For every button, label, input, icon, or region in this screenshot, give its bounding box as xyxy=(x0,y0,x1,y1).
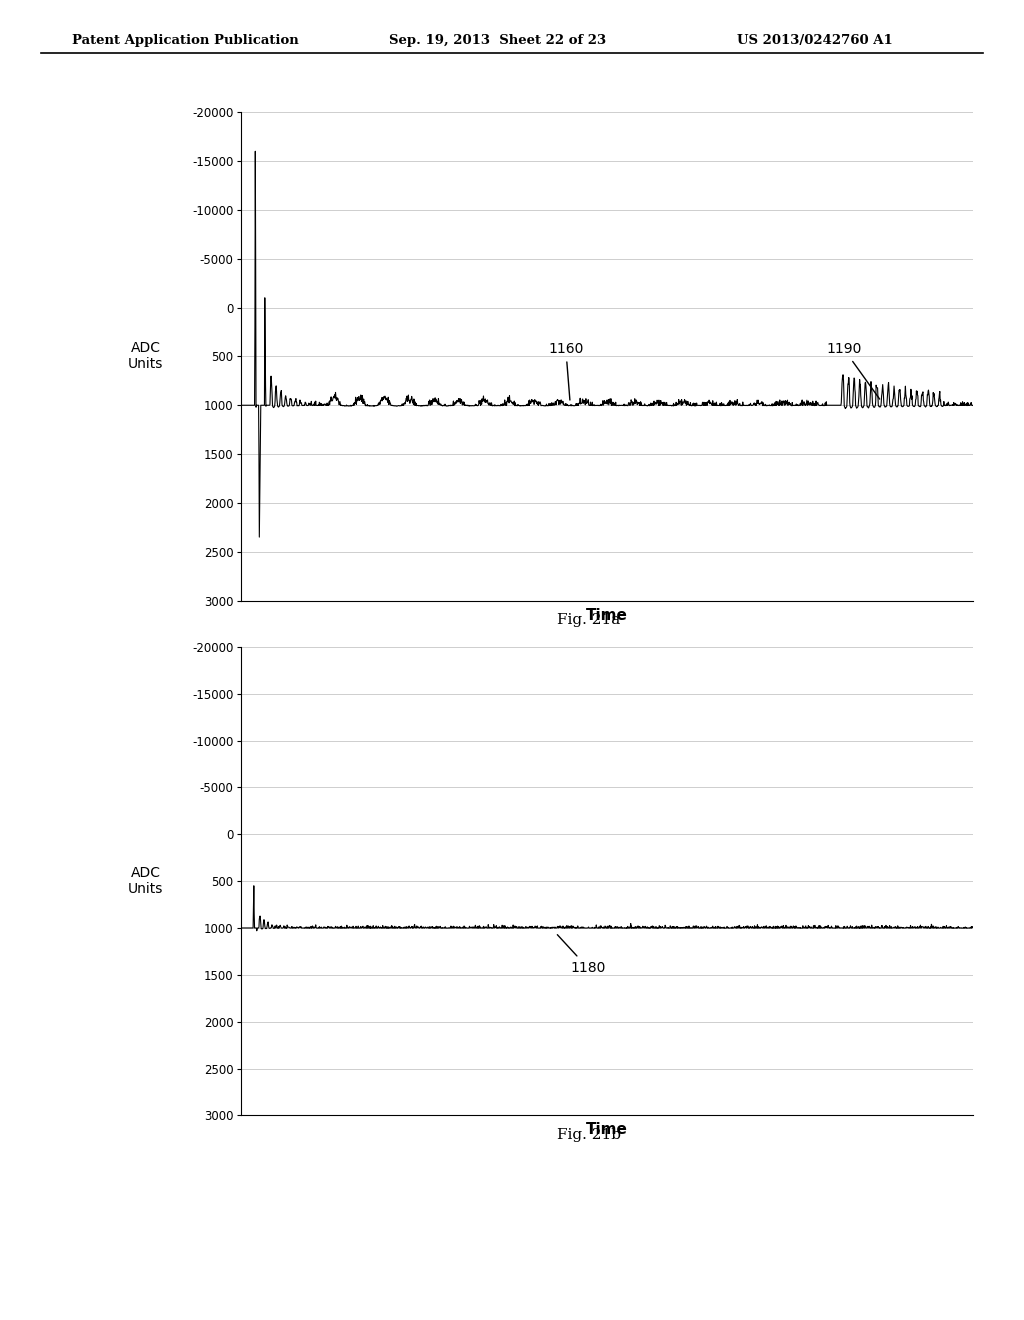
Text: 1190: 1190 xyxy=(826,342,880,399)
Text: 1160: 1160 xyxy=(548,342,584,400)
Text: 1180: 1180 xyxy=(557,935,605,974)
X-axis label: Time: Time xyxy=(586,607,628,623)
Text: Patent Application Publication: Patent Application Publication xyxy=(72,34,298,48)
Text: Fig. 21b: Fig. 21b xyxy=(557,1129,621,1142)
Text: Sep. 19, 2013  Sheet 22 of 23: Sep. 19, 2013 Sheet 22 of 23 xyxy=(389,34,606,48)
Text: Fig. 21a: Fig. 21a xyxy=(557,614,621,627)
X-axis label: Time: Time xyxy=(586,1122,628,1138)
Text: US 2013/0242760 A1: US 2013/0242760 A1 xyxy=(737,34,893,48)
Text: ADC
Units: ADC Units xyxy=(128,342,163,371)
Text: ADC
Units: ADC Units xyxy=(128,866,163,896)
